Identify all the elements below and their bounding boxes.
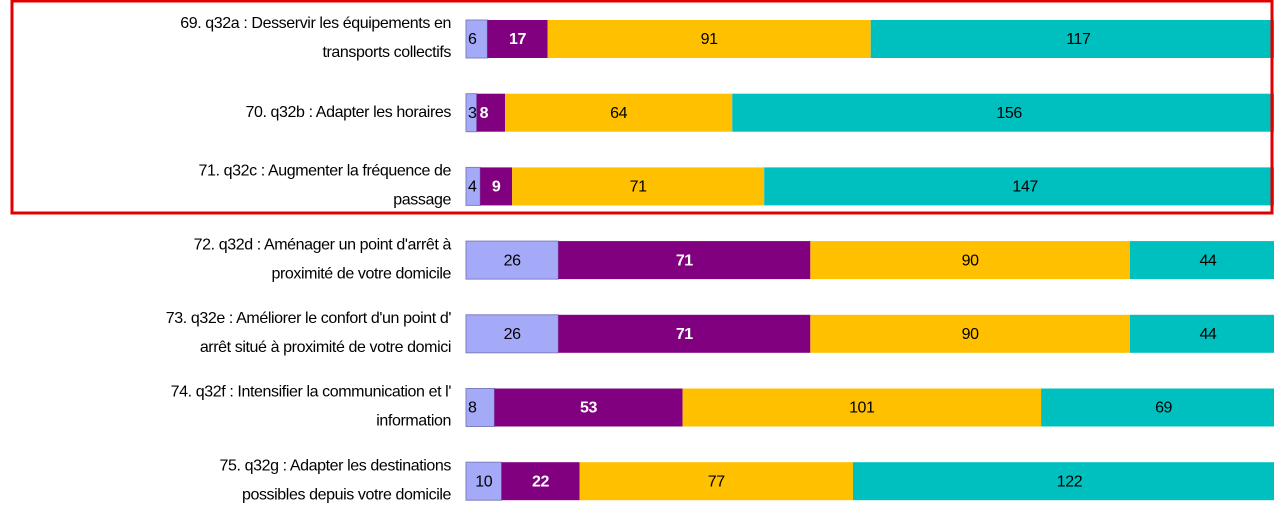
value-label: 22 — [532, 473, 549, 490]
value-label: 71 — [630, 179, 647, 196]
bar-segment — [810, 314, 1130, 353]
bar-segment — [512, 167, 765, 206]
bar-segment — [1129, 314, 1274, 353]
value-label: 64 — [610, 105, 627, 122]
value-label: 10 — [475, 473, 492, 490]
bar-segment — [465, 314, 559, 354]
bar-segment — [480, 167, 513, 206]
category-label: 71. q32c : Augmenter la fréquence de — [199, 163, 452, 180]
bar-segment — [558, 241, 811, 280]
value-label: 122 — [1057, 473, 1083, 490]
value-label: 147 — [1012, 179, 1038, 196]
category-label: transports collectifs — [322, 44, 451, 61]
bar-segment — [465, 240, 559, 280]
category-label: 75. q32g : Adapter les destinations — [219, 457, 451, 474]
value-label: 101 — [849, 400, 875, 417]
value-label: 26 — [504, 252, 521, 269]
bar-segment — [494, 388, 683, 427]
category-label: proximité de votre domicile — [272, 265, 452, 282]
bar-segment — [732, 93, 1274, 132]
category-label: 74. q32f : Intensifier la communication … — [171, 384, 452, 401]
category-label: 73. q32e : Améliorer le confort d'un poi… — [166, 310, 452, 327]
value-label: 90 — [962, 326, 979, 343]
category-label: passage — [393, 192, 451, 209]
bar-segment — [476, 93, 506, 132]
value-label: 156 — [996, 105, 1022, 122]
bar-segment — [465, 461, 502, 501]
value-label: 91 — [701, 31, 718, 48]
value-label: 3 — [468, 105, 477, 122]
bar-segment — [558, 314, 811, 353]
value-label: 9 — [492, 179, 501, 196]
value-label: 53 — [580, 400, 597, 417]
bar-segment — [682, 388, 1042, 427]
bar-segment — [810, 241, 1130, 280]
category-label: arrêt situé à proximité de votre domici — [200, 339, 451, 356]
highlight-box — [10, 0, 1274, 215]
value-label: 69 — [1155, 400, 1172, 417]
bar-segment — [501, 462, 580, 501]
bar-segment — [487, 20, 548, 58]
category-label: 70. q32b : Adapter les horaires — [245, 104, 451, 121]
category-label: information — [376, 413, 451, 430]
bar-segment — [547, 20, 871, 58]
bar-segment — [1129, 241, 1274, 280]
value-label: 26 — [504, 326, 521, 343]
value-label: 71 — [676, 326, 693, 343]
bar-segment — [870, 20, 1274, 58]
category-label: possibles depuis votre domicile — [242, 486, 452, 503]
value-label: 90 — [962, 252, 979, 269]
value-label: 71 — [676, 252, 693, 269]
category-label: 72. q32d : Aménager un point d'arrêt à — [194, 236, 452, 253]
value-label: 6 — [468, 31, 477, 48]
bar-segment — [764, 167, 1274, 206]
value-label: 17 — [509, 31, 526, 48]
bar-segment — [505, 93, 733, 132]
value-label: 8 — [468, 400, 477, 417]
value-label: 44 — [1199, 252, 1216, 269]
value-label: 77 — [708, 473, 725, 490]
value-label: 8 — [480, 105, 489, 122]
bar-segment — [1041, 388, 1274, 427]
value-label: 44 — [1199, 326, 1216, 343]
bar-segment — [579, 462, 853, 501]
value-label: 117 — [1066, 31, 1091, 48]
bar-segment — [852, 462, 1274, 501]
value-label: 4 — [468, 179, 477, 196]
category-label: 69. q32a : Desservir les équipements en — [180, 15, 451, 32]
